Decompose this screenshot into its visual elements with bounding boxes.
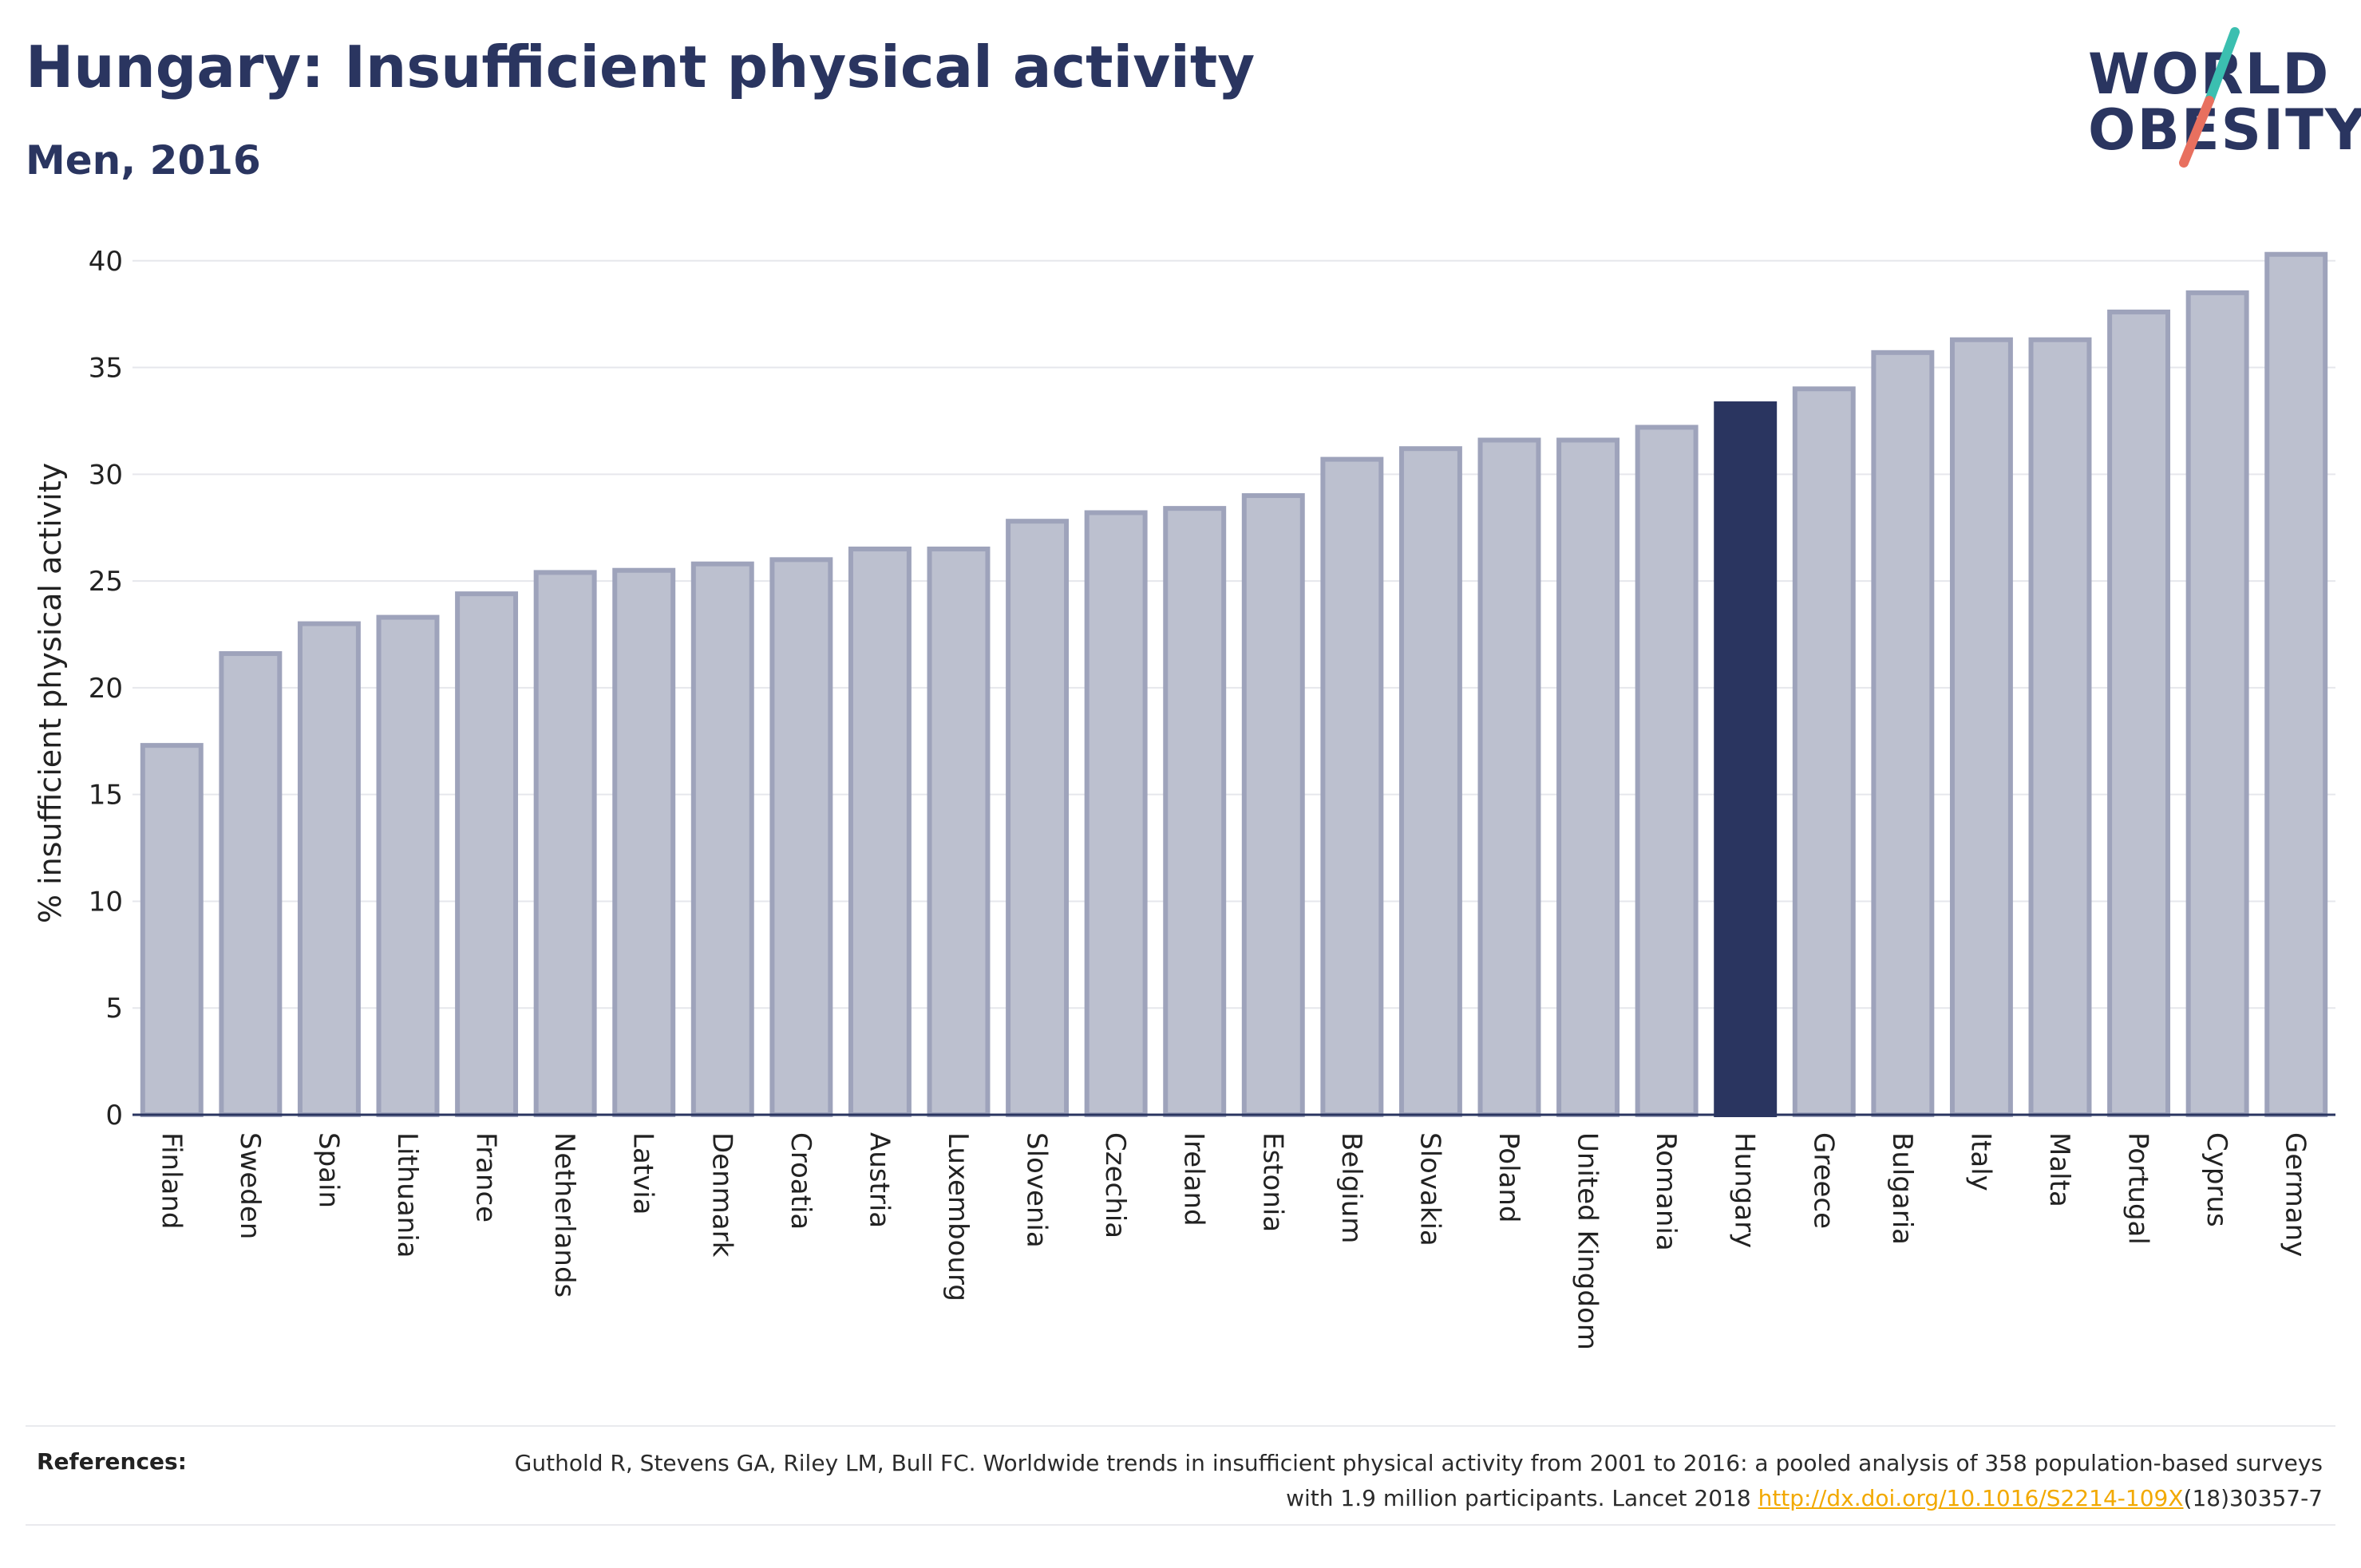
x-tick-label: Slovenia	[1021, 1132, 1053, 1248]
x-tick-label: Spain	[312, 1132, 344, 1208]
y-tick-label: 20	[89, 673, 123, 705]
x-tick-label: Netherlands	[548, 1132, 580, 1297]
footer-divider-top	[26, 1425, 2335, 1427]
bar	[1006, 519, 1070, 1117]
bar	[1635, 425, 1699, 1117]
world-obesity-logo: WORLD OBESITY	[2075, 22, 2361, 174]
bar	[1241, 493, 1305, 1117]
x-tick-label: Poland	[1493, 1132, 1525, 1223]
y-tick-label: 10	[89, 886, 123, 918]
bar	[533, 570, 597, 1117]
x-tick-label: United Kingdom	[1572, 1132, 1604, 1350]
x-tick-label: Luxembourg	[942, 1132, 974, 1301]
x-tick-label: Lithuania	[391, 1132, 423, 1258]
references-label: References:	[37, 1448, 187, 1475]
x-tick-label: Latvia	[627, 1132, 659, 1215]
x-tick-label: Denmark	[706, 1132, 738, 1258]
x-tick-label: Croatia	[785, 1132, 817, 1230]
x-tick-label: France	[470, 1132, 502, 1222]
y-tick-label: 30	[89, 459, 123, 491]
x-tick-label: Finland	[155, 1132, 187, 1230]
bar	[1714, 401, 1778, 1117]
x-tick-label: Romania	[1650, 1132, 1682, 1251]
bar	[612, 567, 676, 1117]
x-tick-label: Hungary	[1729, 1132, 1761, 1248]
x-tick-label: Cyprus	[2201, 1132, 2232, 1227]
x-tick-label: Sweden	[234, 1132, 266, 1239]
bar	[1163, 506, 1227, 1117]
bar	[1320, 456, 1384, 1117]
y-axis-label: % insufficient physical activity	[33, 463, 68, 923]
bar	[1084, 510, 1148, 1117]
y-tick-label: 40	[89, 246, 123, 278]
x-tick-label: Malta	[2043, 1132, 2075, 1207]
bar	[2185, 290, 2249, 1117]
bar	[219, 651, 283, 1117]
x-tick-label: Germany	[2280, 1132, 2312, 1257]
x-tick-label: Czechia	[1099, 1132, 1131, 1238]
reference-suffix: (18)30357-7	[2183, 1485, 2323, 1511]
page-title: Hungary: Insufficient physical activity	[26, 34, 1256, 101]
bar	[1477, 437, 1541, 1117]
footer-divider-bottom	[26, 1524, 2335, 1526]
bar	[1949, 337, 2013, 1117]
bar	[297, 621, 361, 1117]
bar-chart: 0 5 10 15 20 25 30 35 40 Finland Sweden Spain Lithua…	[33, 246, 2335, 1350]
bar	[1556, 437, 1620, 1117]
x-tick-label: Slovakia	[1414, 1132, 1445, 1246]
references-text: Guthold R, Stevens GA, Riley LM, Bull FC…	[487, 1446, 2323, 1516]
x-tick-label: Austria	[863, 1132, 895, 1228]
x-tick-label: Bulgaria	[1886, 1132, 1918, 1245]
bar	[2264, 251, 2328, 1118]
y-tick-label: 5	[105, 993, 123, 1025]
y-tick-label: 15	[89, 780, 123, 812]
bar	[769, 557, 833, 1117]
bar	[1398, 446, 1462, 1117]
y-tick-label: 25	[89, 566, 123, 598]
bar	[140, 743, 204, 1117]
bar	[2028, 337, 2092, 1117]
x-tick-label: Greece	[1807, 1132, 1839, 1229]
logo-line-2: OBESITY	[2088, 97, 2361, 163]
x-tick-label: Estonia	[1256, 1132, 1288, 1232]
bar	[1871, 350, 1935, 1117]
page-subtitle: Men, 2016	[26, 137, 261, 184]
bar	[690, 561, 754, 1117]
bar	[376, 614, 440, 1117]
reference-doi-link[interactable]: http://dx.doi.org/10.1016/S2214-109X	[1758, 1485, 2184, 1511]
x-tick-label: Italy	[1964, 1132, 1996, 1191]
bar	[848, 546, 912, 1117]
bar	[455, 591, 519, 1117]
logo-slash-icon	[2179, 27, 2240, 168]
x-tick-label: Belgium	[1335, 1132, 1367, 1243]
y-tick-label: 0	[105, 1100, 123, 1132]
bar	[1792, 386, 1856, 1118]
x-tick-label: Portugal	[2122, 1132, 2154, 1245]
bar	[927, 546, 991, 1117]
x-tick-label: Ireland	[1178, 1132, 1210, 1226]
reference-citation: Guthold R, Stevens GA, Riley LM, Bull FC…	[514, 1450, 2323, 1511]
y-tick-label: 35	[89, 353, 123, 385]
bar	[2107, 309, 2171, 1118]
